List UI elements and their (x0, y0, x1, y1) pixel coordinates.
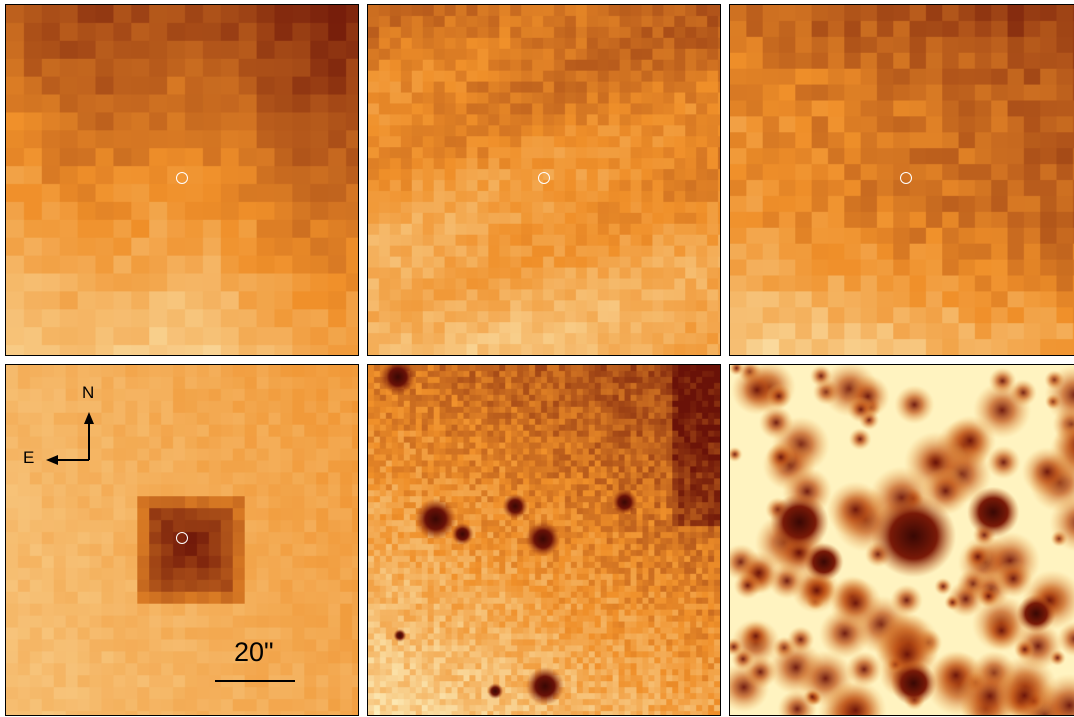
image-panel-2 (367, 4, 721, 356)
compass-east-label: E (23, 448, 35, 467)
image-canvas-5 (368, 365, 720, 715)
image-panel-4: N E 20" (5, 364, 359, 716)
compass-north-label: N (82, 383, 95, 402)
source-marker-circle (176, 532, 188, 544)
image-panel-3 (729, 4, 1074, 356)
image-panel-6 (729, 364, 1074, 716)
scale-bar-label: 20" (234, 637, 274, 667)
image-canvas-6 (730, 365, 1074, 715)
source-marker-circle (900, 172, 912, 184)
scale-bar (215, 680, 295, 682)
source-marker-circle (538, 172, 550, 184)
image-panel-5 (367, 364, 721, 716)
source-marker-circle (176, 172, 188, 184)
image-panel-1 (5, 4, 359, 356)
